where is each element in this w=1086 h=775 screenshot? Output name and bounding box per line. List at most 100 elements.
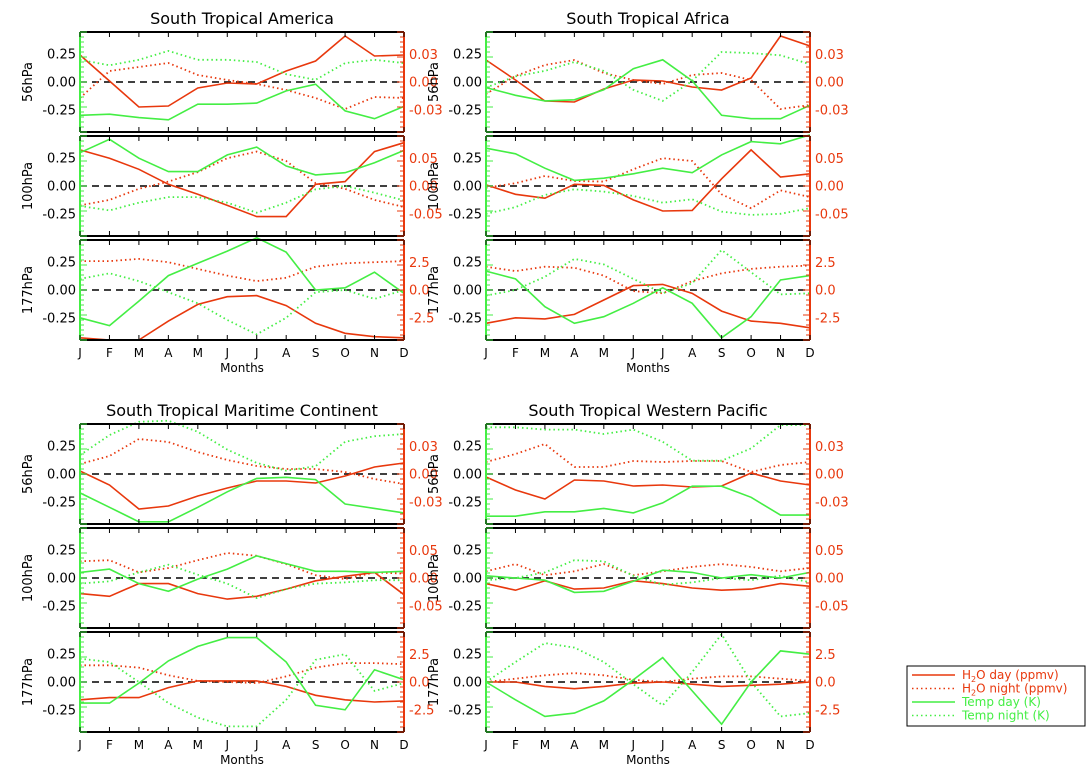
month-label: N (370, 738, 379, 752)
left-tick-label: 0.00 (453, 76, 482, 91)
right-tick-label: -2.5 (409, 311, 434, 326)
series-line-temp-solid (485, 270, 811, 339)
series-line-temp-solid (485, 650, 811, 726)
right-tick-label: -0.03 (815, 103, 849, 118)
series-line-temp-dotted (485, 248, 811, 297)
right-tick-label: 0.03 (815, 48, 844, 63)
left-tick-label: -0.25 (448, 207, 482, 222)
left-tick-label: 0.25 (47, 48, 76, 63)
month-label: S (718, 346, 726, 360)
series-line-temp-solid (486, 485, 810, 518)
series-line-h2o-solid (485, 148, 811, 212)
month-label: S (718, 738, 726, 752)
x-axis-label: Months (626, 753, 670, 767)
right-tick-label: 0.00 (409, 468, 438, 483)
left-tick-label: 0.00 (453, 468, 482, 483)
month-label: F (512, 346, 519, 360)
month-label: O (340, 738, 349, 752)
month-label: J (660, 346, 665, 360)
right-tick-label: 0.03 (409, 48, 438, 63)
left-tick-label: 0.00 (453, 284, 482, 299)
right-tick-label: -2.5 (815, 703, 840, 718)
panel-56hPa: 0.25 0.00 -0.25 0.03 0.00 -0.03 56hPa (427, 423, 849, 525)
series-line-h2o-solid (79, 34, 405, 108)
level-label: 177hPa (427, 266, 442, 314)
month-label: J (630, 738, 635, 752)
chart-title: South Tropical Africa (566, 9, 729, 28)
month-label: A (570, 346, 579, 360)
right-tick-label: 0.0 (409, 676, 430, 691)
month-label: J (254, 738, 259, 752)
series-line-h2o-dotted (485, 442, 811, 473)
left-tick-label: 0.00 (47, 76, 76, 91)
series-line-temp-dotted (79, 653, 405, 728)
month-label: D (399, 346, 408, 360)
month-label: M (599, 738, 609, 752)
chart-4: South Tropical Western Pacific 0.25 0.00 -0… (427, 401, 849, 767)
series-line-temp-dotted (79, 185, 405, 214)
month-label: A (282, 738, 291, 752)
month-label: J (483, 346, 488, 360)
left-tick-label: 0.25 (47, 440, 76, 455)
month-label: D (805, 346, 814, 360)
level-label: 177hPa (427, 658, 442, 706)
chart-3: South Tropical Maritime Continent 0.25 0.0… (21, 401, 443, 767)
left-tick-label: 0.00 (47, 572, 76, 587)
series-line-h2o-dotted (79, 552, 405, 581)
month-label: J (630, 346, 635, 360)
level-label: 100hPa (21, 554, 36, 602)
left-tick-label: 0.25 (453, 48, 482, 63)
level-label: 177hPa (21, 266, 36, 314)
left-tick-label: -0.25 (42, 599, 76, 614)
series-line-temp-dotted (79, 272, 405, 336)
month-label: J (660, 738, 665, 752)
left-tick-label: 0.00 (47, 468, 76, 483)
level-label: 100hPa (427, 162, 442, 210)
right-tick-label: -0.05 (409, 207, 443, 222)
series-line-h2o-solid (79, 141, 405, 218)
month-label: O (746, 346, 755, 360)
level-label: 56hPa (427, 454, 442, 494)
right-tick-label: -0.05 (409, 599, 443, 614)
legend-label: Temp night (K) (961, 709, 1050, 723)
x-axis-label: Months (626, 361, 670, 375)
left-tick-label: -0.25 (448, 703, 482, 718)
series-line-temp-solid (79, 476, 405, 523)
series-line-temp-solid (485, 134, 811, 182)
left-tick-label: -0.25 (42, 495, 76, 510)
month-label: N (776, 346, 785, 360)
panel-100hPa: 0.25 0.00 -0.25 0.05 0.00 -0.05 100hPa (427, 134, 849, 237)
series-line-h2o-solid (79, 680, 405, 703)
panel-177hPa: 0.25 0.00 -0.25 2.5 0.0 -2.5 177hPa (427, 239, 840, 341)
level-label: 56hPa (21, 454, 36, 494)
month-label: O (340, 346, 349, 360)
right-tick-label: 0.00 (409, 572, 438, 587)
month-label: F (512, 738, 519, 752)
chart-title: South Tropical Western Pacific (528, 401, 767, 420)
left-tick-label: 0.00 (47, 180, 76, 195)
series-line-temp-solid (80, 636, 405, 711)
month-label: J (77, 738, 82, 752)
x-axis-label: Months (220, 361, 264, 375)
month-label: J (224, 346, 229, 360)
right-tick-label: 0.00 (815, 468, 844, 483)
left-tick-label: 0.00 (47, 284, 76, 299)
month-label: J (483, 738, 488, 752)
left-tick-label: 0.00 (453, 676, 482, 691)
month-label: M (540, 738, 550, 752)
series-line-h2o-dotted (485, 672, 811, 683)
left-tick-label: -0.25 (42, 207, 76, 222)
right-tick-label: 0.00 (815, 572, 844, 587)
series-line-temp-dotted (485, 188, 811, 216)
right-tick-label: -0.05 (815, 207, 849, 222)
chart-title: South Tropical America (150, 9, 334, 28)
legend-label: H2O night (ppmv) (962, 682, 1067, 698)
month-label: J (224, 738, 229, 752)
left-tick-label: 0.00 (453, 180, 482, 195)
panel-100hPa: 0.25 0.00 -0.25 0.05 0.00 -0.05 100hPa (427, 527, 849, 629)
series-line-h2o-solid (485, 35, 811, 103)
series-line-h2o-solid (79, 571, 405, 600)
right-tick-label: -2.5 (409, 703, 434, 718)
series-line-temp-solid (79, 83, 405, 121)
series-line-temp-dotted (485, 559, 811, 586)
